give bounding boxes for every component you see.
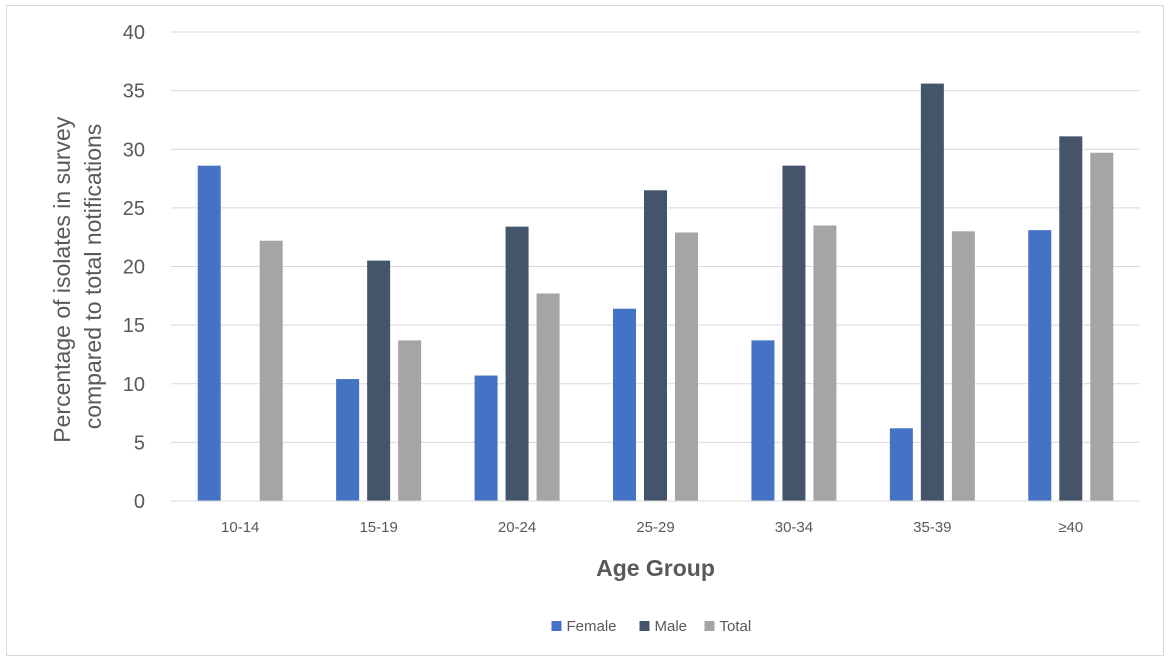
y-axis-label: Percentage of isolates in survey compare… [49, 110, 106, 442]
bar-male-6 [1059, 136, 1083, 502]
bar-female-3 [613, 308, 636, 501]
y-tick-label: 40 [123, 22, 145, 44]
legend-swatch-female [551, 621, 562, 631]
legend-label-male: Male [655, 618, 688, 635]
bar-male-4 [782, 165, 806, 502]
bar-female-5 [889, 428, 913, 501]
x-axis-label: Age Group [596, 555, 715, 581]
bar-male-2 [505, 226, 529, 501]
bar-total-0 [259, 240, 283, 501]
y-axis-ticks: 0 5 10 15 20 25 30 35 40 [123, 22, 145, 513]
legend-label-total: Total [720, 618, 752, 635]
x-tick-label: ≥40 [1058, 519, 1083, 536]
bar-female-0 [197, 165, 221, 502]
y-tick-label: 5 [134, 432, 145, 454]
bar-total-2 [536, 293, 560, 501]
y-tick-label: 30 [123, 139, 145, 161]
legend: Female Male Total [551, 618, 752, 635]
bar-male-1 [367, 260, 391, 501]
bar-total-6 [1090, 152, 1114, 501]
y-tick-label: 35 [123, 81, 145, 103]
x-tick-label: 35-39 [913, 519, 951, 536]
y-tick-label: 10 [123, 374, 145, 396]
bars [197, 83, 1114, 502]
y-axis-label-line-2: compared to total notifications [80, 124, 106, 430]
bar-female-4 [751, 340, 775, 501]
y-tick-label: 20 [123, 257, 145, 279]
y-tick-label: 25 [123, 198, 145, 220]
legend-swatch-male [639, 621, 650, 631]
x-tick-label: 15-19 [359, 519, 397, 536]
x-tick-label: 30-34 [775, 519, 813, 536]
legend-label-female: Female [567, 618, 617, 635]
x-tick-label: 10-14 [221, 519, 259, 536]
bar-total-3 [675, 232, 698, 501]
bar-male-5 [920, 83, 944, 501]
y-tick-label: 0 [134, 491, 145, 513]
x-axis-ticks: 10-14 15-19 20-24 25-29 30-34 35-39 ≥40 [221, 519, 1083, 536]
bar-female-2 [474, 375, 498, 501]
legend-swatch-total [704, 621, 715, 631]
y-tick-label: 15 [123, 315, 145, 337]
bar-female-6 [1028, 230, 1052, 501]
x-tick-label: 20-24 [498, 519, 536, 536]
bar-female-1 [336, 379, 360, 501]
bar-total-5 [951, 231, 975, 501]
bar-male-3 [644, 190, 667, 501]
x-tick-label: 25-29 [636, 519, 674, 536]
y-axis-label-line-1: Percentage of isolates in survey [49, 116, 75, 443]
bar-total-1 [398, 340, 422, 501]
bar-total-4 [813, 225, 837, 501]
